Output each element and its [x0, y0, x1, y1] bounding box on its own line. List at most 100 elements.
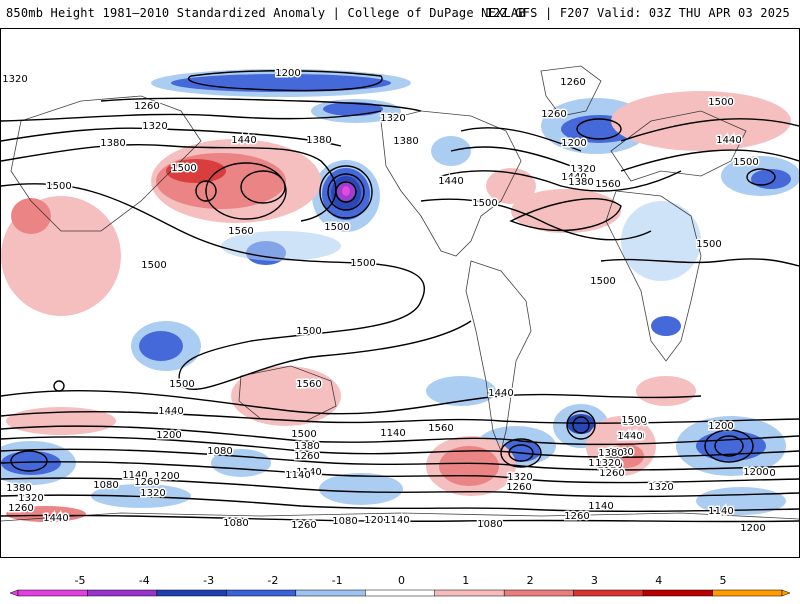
low-center-west [10, 450, 48, 472]
colorbar-swatch [17, 589, 88, 597]
contour-label: 1380 [100, 138, 125, 149]
contour-label: 1260 [599, 468, 624, 479]
height-contours [1, 70, 799, 523]
pos-anomaly [486, 168, 536, 204]
colorbar-swatch [295, 589, 366, 597]
contour-label: 1260 [291, 520, 316, 531]
contour-label: 1500 [621, 415, 646, 426]
contour-1500-na [420, 198, 652, 241]
contour-1380-na [450, 146, 572, 167]
contour-1260-sh [1, 448, 799, 471]
contour-1260-bottom [1, 514, 799, 523]
contour-label: 1080 [223, 518, 248, 529]
contour-1560-atl [509, 198, 622, 232]
colorbar-swatch [434, 589, 505, 597]
colorbar-tick-label: -4 [139, 574, 150, 587]
contour-label: 1440 [488, 388, 513, 399]
anomaly-map: 1320 1200 1260 1500 1260 1320 1260 1320 1380 1440… [0, 28, 800, 558]
contour-label: 1440 [43, 513, 68, 524]
contour-label: 1560 [428, 423, 453, 434]
colorbar-swatch [156, 589, 227, 597]
contour-1080-sh [1, 494, 799, 513]
contour-label: 1440 [438, 176, 463, 187]
contour-1500-eu [620, 149, 799, 172]
colorbar-tick-label: 4 [655, 574, 662, 587]
small-low-indian [53, 380, 65, 392]
colorbar-tick-label: 5 [720, 574, 727, 587]
low-center-indian [704, 429, 754, 463]
colorbar-swatch [642, 589, 713, 597]
contour-label: 1260 [541, 109, 566, 120]
map-title: 850mb Height 1981–2010 Standardized Anom… [6, 6, 526, 20]
contour-label: 1380 [294, 441, 319, 452]
contour-label: 1200 [740, 523, 765, 534]
contour-label: 1380 [608, 447, 633, 458]
low-center-gulf-alaska [319, 165, 373, 219]
contour-1140-sh [1, 477, 799, 498]
contour-label: 1440 [561, 172, 586, 183]
neg-anomaly [319, 473, 403, 505]
neg-anomaly [139, 331, 183, 361]
contour-1440-eu [620, 118, 799, 142]
colorbar-tick-label: -1 [332, 574, 343, 587]
contour-label: 1320 [142, 121, 167, 132]
contour-1440-na [440, 170, 682, 192]
contour-label: 1320 [140, 488, 165, 499]
contour-label: 1080 [93, 480, 118, 491]
contour-label: 1140 [708, 506, 733, 517]
contour-label: 1200 [154, 471, 179, 482]
contour-label: 1440 [619, 431, 644, 442]
colorbar-arrow-right [781, 589, 791, 597]
colorbar-arrow-left [9, 589, 19, 597]
contour-label: 1500 [141, 260, 166, 271]
contour-label: 1140 [296, 467, 321, 478]
contour-1380-sh [1, 425, 799, 446]
pos-anomaly [156, 153, 286, 209]
contour-1320-na [460, 127, 582, 152]
africa-outline [605, 190, 702, 362]
antarctica-outline [1, 512, 799, 522]
contour-label: 1320 [507, 472, 532, 483]
pos-anomaly [511, 189, 621, 233]
contour-1200 [187, 70, 383, 92]
contour-label: 1080 [207, 446, 232, 457]
contour-label: 1200 [275, 68, 300, 79]
contour-label: 1260 [294, 451, 319, 462]
contour-label: 1500 [171, 163, 196, 174]
low-center-gulf-alaska [327, 173, 365, 211]
low-center-russia [746, 168, 776, 186]
contour-label: 1380 [568, 177, 593, 188]
pos-anomaly [6, 506, 86, 522]
contour-label: 1320 [18, 493, 43, 504]
asia-outline [10, 95, 202, 232]
contour-label: 1320 [380, 113, 405, 124]
contour-1320 [1, 110, 382, 122]
contour-label: 1080 [743, 468, 768, 479]
contour-label: 1320 [648, 482, 673, 493]
colorbar-tick-label: 2 [527, 574, 534, 587]
contour-label: 1500 [46, 181, 71, 192]
low-center-atlantic [566, 410, 596, 440]
colorbar-swatch [87, 589, 158, 597]
contour-label: 1200 [156, 430, 181, 441]
contour-1260 [100, 97, 422, 112]
contour-1380 [1, 127, 342, 147]
contour-label: 1260 [560, 77, 585, 88]
contour-label: 1560 [228, 226, 253, 237]
contour-label: 1500 [324, 222, 349, 233]
contour-label: 1080 [477, 519, 502, 530]
contour-label: 1380 [306, 135, 331, 146]
contour-1500 [1, 183, 472, 391]
contour-label: 1500 [708, 97, 733, 108]
contour-1440 [1, 144, 337, 222]
contour-label: 1380 [393, 136, 418, 147]
contour-label: 1140 [285, 470, 310, 481]
contour-label: 1440 [617, 431, 642, 442]
colorbar-swatch [712, 589, 783, 597]
contour-1320-sh [1, 436, 799, 458]
high-center-pacific [205, 162, 287, 220]
colorbar-tick-label: 1 [462, 574, 469, 587]
contour-label: 1200 [364, 515, 389, 526]
colorbar-swatch [503, 589, 574, 597]
contour-label: 1560 [296, 379, 321, 390]
